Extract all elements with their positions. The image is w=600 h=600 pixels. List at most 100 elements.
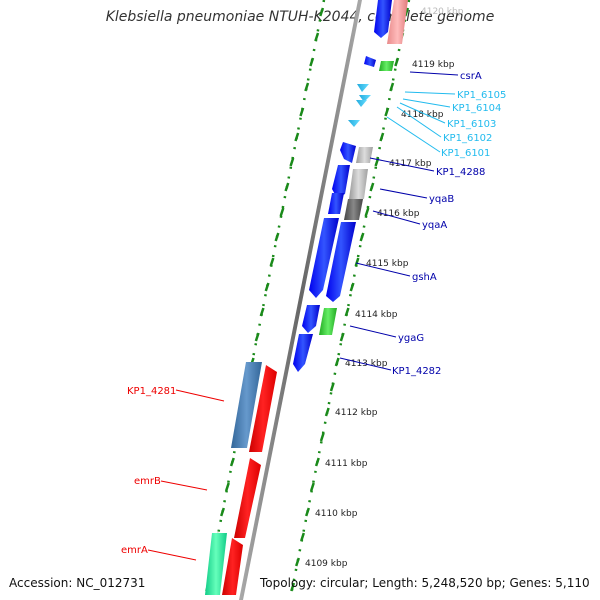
gene-top-pink[interactable]: [387, 0, 408, 44]
gene-kp1-6104[interactable]: [359, 95, 371, 102]
ruler-label-4114: 4114 kbp: [355, 310, 398, 320]
leader-yqaB: [379, 188, 428, 199]
leader-csrA: [409, 71, 459, 76]
genome-summary-text: Topology: circular; Length: 5,248,520 bp…: [260, 576, 590, 590]
gene-gshA[interactable]: [326, 222, 356, 302]
leader-kp1-6101: [386, 116, 441, 153]
major-tick: [354, 257, 360, 267]
major-tick: [394, 57, 400, 67]
accession-text: Accession: NC_012731: [9, 576, 146, 590]
label-gshA[interactable]: gshA: [412, 272, 437, 283]
ruler-label-4120: 4120 kbp: [421, 7, 464, 17]
gene-csrA[interactable]: [379, 61, 394, 71]
gene-kp1-4288[interactable]: [356, 147, 373, 163]
genome-backbone: [239, 0, 362, 600]
major-tick: [349, 282, 355, 292]
ruler-label-4119: 4119 kbp: [412, 60, 455, 70]
major-tick: [359, 232, 365, 242]
major-tick: [314, 32, 320, 42]
major-tick: [284, 182, 290, 192]
major-tick: [264, 282, 270, 292]
gene-kp1-4281[interactable]: [231, 362, 262, 448]
major-tick: [334, 357, 340, 367]
gene-yqaA[interactable]: [344, 199, 363, 220]
reverse-strand-genes: [205, 362, 277, 595]
major-tick: [294, 132, 300, 142]
major-tick: [299, 107, 305, 117]
ruler-label-4110: 4110 kbp: [315, 509, 358, 519]
label-kp1-6102[interactable]: KP1_6102: [443, 133, 492, 144]
major-tick: [314, 457, 320, 467]
leader-kp1-4288: [369, 157, 435, 172]
gene-small-blue-a[interactable]: [364, 56, 376, 67]
left-tick-track: [204, 0, 326, 596]
label-kp1-6101[interactable]: KP1_6101: [441, 148, 490, 159]
leader-kp1-4281: [175, 389, 225, 402]
major-tick: [304, 82, 310, 92]
forward-strand-genes: [293, 0, 408, 372]
major-tick: [274, 232, 280, 242]
major-tick: [289, 157, 295, 167]
label-csrA[interactable]: csrA: [460, 71, 482, 82]
major-tick: [300, 532, 305, 542]
gene-kp1-6102[interactable]: [348, 120, 360, 127]
major-tick: [224, 482, 230, 492]
major-tick: [339, 332, 345, 342]
ruler-label-4109: 4109 kbp: [305, 559, 348, 569]
major-tick: [259, 307, 265, 317]
major-tick: [279, 207, 285, 217]
label-ygaG[interactable]: ygaG: [398, 333, 424, 344]
leader-kp1-6105: [404, 91, 456, 95]
major-tick: [324, 407, 330, 417]
major-tick: [369, 182, 375, 192]
label-emrA[interactable]: emrA: [121, 545, 148, 556]
major-tick: [254, 332, 260, 342]
gene-kp1-6105[interactable]: [357, 84, 369, 92]
label-yqaB[interactable]: yqaB: [429, 194, 454, 205]
gene-kp1-6103[interactable]: [356, 100, 367, 107]
major-tick: [389, 82, 395, 92]
gene-top-blue[interactable]: [374, 0, 392, 38]
leader-kp1-4282: [339, 357, 392, 371]
ruler-label-4116: 4116 kbp: [377, 209, 420, 219]
ruler-label-4117: 4117 kbp: [389, 159, 432, 169]
gene-yqaB[interactable]: [349, 169, 368, 199]
gene-blue-before-ygaG[interactable]: [302, 305, 320, 333]
gene-blue-before-yqaB[interactable]: [332, 165, 350, 198]
leader-emrA: [147, 549, 197, 561]
major-tick: [329, 382, 335, 392]
leader-kp1-6102: [396, 106, 442, 138]
major-tick: [305, 507, 310, 517]
gene-long-blue-1[interactable]: [309, 218, 339, 298]
gene-emrA[interactable]: [205, 533, 227, 595]
gene-kp1-6101[interactable]: [340, 142, 356, 163]
label-kp1-6104[interactable]: KP1_6104: [452, 103, 501, 114]
label-kp1-4288[interactable]: KP1_4288: [436, 167, 485, 178]
leader-yqaA: [372, 210, 421, 225]
major-tick: [344, 307, 350, 317]
label-kp1-4281[interactable]: KP1_4281: [127, 386, 176, 397]
leader-kp1-6103: [399, 102, 446, 124]
label-yqaA[interactable]: yqaA: [422, 220, 447, 231]
leader-kp1-6104: [402, 98, 451, 108]
gene-blue-before-yqaA[interactable]: [328, 193, 344, 214]
major-tick: [295, 557, 300, 567]
label-kp1-6103[interactable]: KP1_6103: [447, 119, 496, 130]
label-kp1-6105[interactable]: KP1_6105: [457, 90, 506, 101]
gene-ygaG[interactable]: [319, 308, 337, 335]
major-tick: [379, 132, 385, 142]
ruler-label-4112: 4112 kbp: [335, 408, 378, 418]
gene-red-near-emrA[interactable]: [222, 538, 243, 595]
right-tick-track: [289, 0, 411, 596]
gene-kp1-4282[interactable]: [293, 334, 313, 372]
major-ticks: [205, 7, 410, 592]
major-tick: [384, 107, 390, 117]
major-tick: [269, 257, 275, 267]
label-emrB[interactable]: emrB: [134, 476, 161, 487]
leader-emrB: [160, 480, 208, 491]
major-tick: [220, 507, 225, 517]
gene-emrB[interactable]: [234, 458, 261, 538]
label-kp1-4282[interactable]: KP1_4282: [392, 366, 441, 377]
gene-red-near-kp1-4281[interactable]: [249, 365, 277, 452]
